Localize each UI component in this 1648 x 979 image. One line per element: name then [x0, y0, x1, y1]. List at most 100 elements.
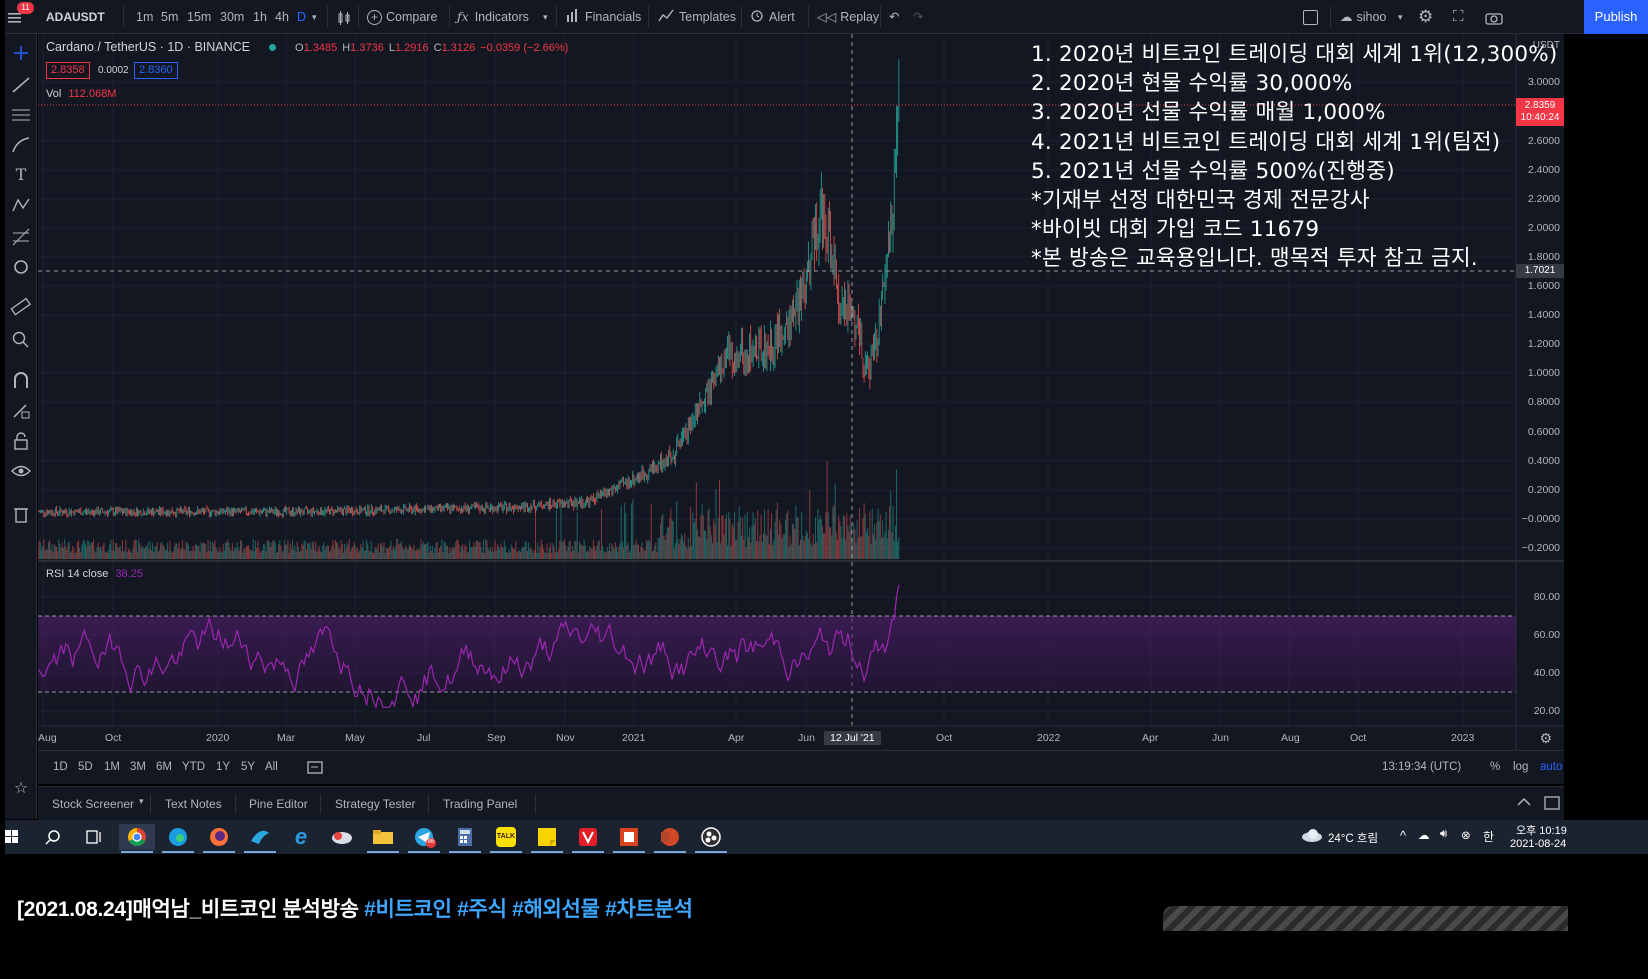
- ime-icon[interactable]: 한: [1483, 830, 1495, 844]
- interval-1h[interactable]: 1h: [253, 10, 267, 24]
- interval-d[interactable]: D: [297, 10, 307, 24]
- range-all[interactable]: All: [265, 761, 278, 773]
- trend-line-icon[interactable]: [5, 72, 37, 98]
- lock-icon[interactable]: [5, 428, 37, 454]
- compare-button[interactable]: + Compare: [367, 0, 437, 34]
- forecast-icon[interactable]: [5, 224, 37, 250]
- text-icon[interactable]: T: [15, 165, 27, 184]
- interval-4h[interactable]: 4h: [275, 10, 289, 24]
- tab-pine-editor[interactable]: Pine Editor: [249, 797, 308, 811]
- weather-icon[interactable]: [1301, 828, 1323, 847]
- range-ytd[interactable]: YTD: [182, 761, 205, 773]
- symbol-search-button[interactable]: ADAUSDT: [46, 10, 105, 24]
- cloud-app-icon[interactable]: [324, 824, 360, 850]
- v-app-icon[interactable]: [570, 824, 606, 853]
- tab-trading-panel[interactable]: Trading Panel: [443, 797, 518, 811]
- tab-stock-screener[interactable]: Stock Screener: [52, 797, 135, 811]
- gear-icon[interactable]: ⚙: [1418, 7, 1434, 26]
- ruler-icon[interactable]: [5, 294, 37, 320]
- kakaotalk-icon[interactable]: TALK: [488, 824, 524, 853]
- brush-icon[interactable]: [5, 132, 37, 158]
- network-icon[interactable]: ☁: [1418, 830, 1430, 842]
- publish-button[interactable]: Publish: [1584, 0, 1648, 34]
- crosshair-icon[interactable]: [5, 40, 37, 66]
- telegram-icon[interactable]: 86: [406, 824, 442, 853]
- interval-15m[interactable]: 15m: [187, 10, 212, 24]
- chart-title[interactable]: Cardano / TetherUS · 1D · BINANCE: [46, 40, 251, 54]
- utc-clock[interactable]: 13:19:34 (UTC): [1382, 761, 1462, 773]
- tray-chevron-icon[interactable]: ^: [1400, 828, 1407, 843]
- tab-text-notes[interactable]: Text Notes: [165, 797, 222, 811]
- horizontal-lines-icon[interactable]: [5, 102, 37, 128]
- chrome-icon[interactable]: [119, 824, 155, 853]
- firefox-icon[interactable]: [201, 824, 237, 853]
- magnet-icon[interactable]: [5, 368, 37, 394]
- shapes-icon[interactable]: [5, 254, 37, 280]
- buy-price-button[interactable]: 2.8360: [134, 62, 178, 79]
- tab-strategy-tester[interactable]: Strategy Tester: [335, 797, 416, 811]
- replay-button[interactable]: ◁◁ Replay: [817, 0, 879, 34]
- chart-area[interactable]: Cardano / TetherUS · 1D · BINANCE O1.348…: [38, 34, 1564, 750]
- range-1m[interactable]: 1M: [104, 761, 120, 773]
- volume-icon[interactable]: 🔊︎: [1440, 828, 1448, 840]
- bird-app-icon[interactable]: [242, 824, 278, 853]
- range-6m[interactable]: 6M: [156, 761, 172, 773]
- search-icon[interactable]: [39, 824, 75, 850]
- pattern-icon[interactable]: [5, 192, 37, 218]
- star-icon[interactable]: ☆: [13, 780, 29, 797]
- camera-icon[interactable]: [1485, 0, 1503, 34]
- range-1y[interactable]: 1Y: [216, 761, 231, 773]
- file-explorer-icon[interactable]: [365, 824, 401, 853]
- range-1d[interactable]: 1D: [53, 761, 68, 773]
- trash-icon[interactable]: [5, 501, 37, 527]
- edge-icon[interactable]: [160, 824, 196, 853]
- internet-explorer-icon[interactable]: e: [294, 824, 308, 849]
- auto-toggle[interactable]: auto: [1540, 761, 1563, 773]
- zoom-in-icon[interactable]: [5, 326, 37, 352]
- collapse-up-icon[interactable]: [1516, 795, 1532, 813]
- hashtag[interactable]: #비트코인: [364, 898, 458, 921]
- task-view-icon[interactable]: [79, 824, 115, 850]
- chart-canvas[interactable]: [38, 34, 1564, 750]
- chevron-down-icon[interactable]: ▾: [312, 12, 317, 22]
- interval-1m[interactable]: 1m: [136, 10, 154, 24]
- hashtag[interactable]: #차트분석: [605, 898, 693, 921]
- hashtag[interactable]: #주식: [457, 898, 513, 921]
- weather-text[interactable]: 24°C 흐림: [1328, 833, 1379, 845]
- financials-button[interactable]: Financials: [566, 0, 641, 34]
- sell-price-button[interactable]: 2.8358: [46, 62, 90, 79]
- chevron-down-icon[interactable]: ▾: [1398, 12, 1403, 22]
- axis-settings-icon[interactable]: ⚙: [1539, 730, 1552, 746]
- hashtag[interactable]: #해외선물: [512, 898, 606, 921]
- chevron-down-icon[interactable]: ▾: [139, 796, 144, 806]
- eye-icon[interactable]: [5, 458, 37, 484]
- close-circle-icon[interactable]: ⊗: [1461, 830, 1471, 842]
- undo-icon[interactable]: ↶: [889, 10, 900, 24]
- powerpoint-icon[interactable]: [652, 824, 688, 853]
- sticky-notes-icon[interactable]: [529, 824, 565, 853]
- calculator-icon[interactable]: [447, 824, 483, 853]
- obs-icon[interactable]: [693, 824, 729, 853]
- layout-name-button[interactable]: ☁ sihoo: [1340, 0, 1386, 34]
- percent-toggle[interactable]: %: [1490, 761, 1501, 773]
- menu-icon[interactable]: [7, 9, 23, 25]
- redo-icon[interactable]: ↷: [913, 10, 924, 24]
- indicators-button[interactable]: ƒx Indicators: [457, 0, 529, 34]
- templates-button[interactable]: Templates: [658, 0, 736, 34]
- maximize-panel-icon[interactable]: [1544, 796, 1560, 815]
- clock-date[interactable]: 2021-08-24: [1510, 838, 1567, 850]
- alert-button[interactable]: Alert: [750, 0, 795, 34]
- log-toggle[interactable]: log: [1513, 761, 1529, 773]
- office-icon[interactable]: [611, 824, 647, 853]
- interval-5m[interactable]: 5m: [161, 10, 179, 24]
- goto-date-icon[interactable]: [307, 759, 323, 779]
- lock-drawing-icon[interactable]: [5, 398, 37, 424]
- range-5d[interactable]: 5D: [78, 761, 93, 773]
- interval-30m[interactable]: 30m: [220, 10, 245, 24]
- range-3m[interactable]: 3M: [130, 761, 146, 773]
- clock-time[interactable]: 오후 10:19: [1516, 825, 1567, 837]
- chevron-down-icon[interactable]: ▾: [543, 12, 548, 22]
- windows-start-icon[interactable]: [5, 824, 41, 850]
- fullscreen-icon[interactable]: ⛶: [1453, 8, 1464, 25]
- layout-square-icon[interactable]: [1303, 0, 1318, 34]
